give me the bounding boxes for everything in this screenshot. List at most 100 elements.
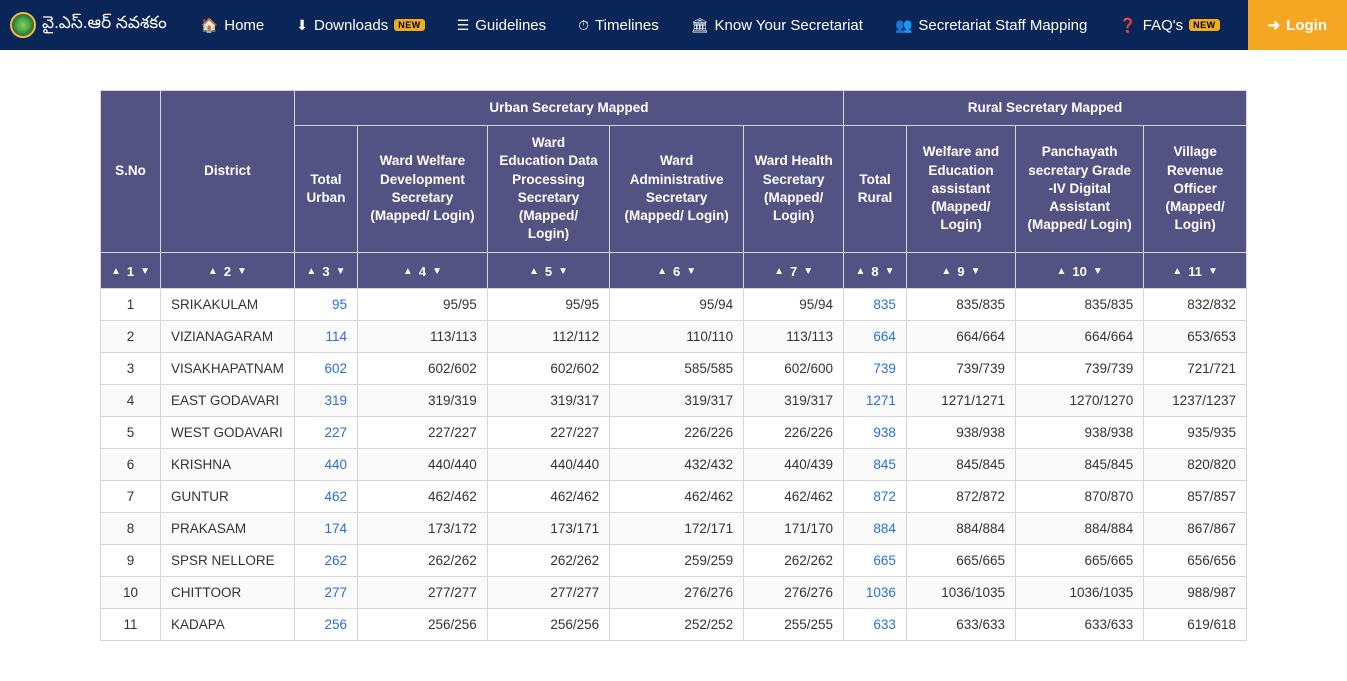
drill-link[interactable]: 884 <box>873 521 896 536</box>
table-row: 1SRIKAKULAM9595/9595/9595/9495/94835835/… <box>101 289 1247 321</box>
drill-link[interactable]: 174 <box>325 521 348 536</box>
table-cell[interactable]: 262 <box>294 545 357 577</box>
drill-link[interactable]: 872 <box>873 489 896 504</box>
table-row: 8PRAKASAM174173/172173/171172/171171/170… <box>101 513 1247 545</box>
sort-asc-icon[interactable]: ▲ <box>941 265 951 279</box>
sort-asc-icon[interactable]: ▲ <box>403 265 413 279</box>
table-cell[interactable]: 277 <box>294 577 357 609</box>
table-cell: 857/857 <box>1144 481 1247 513</box>
sort-desc-icon[interactable]: ▼ <box>686 265 696 279</box>
sort-col-3: ▲3▼ <box>294 252 357 289</box>
sort-desc-icon[interactable]: ▼ <box>1208 265 1218 279</box>
sort-desc-icon[interactable]: ▼ <box>336 265 346 279</box>
sort-desc-icon[interactable]: ▼ <box>558 265 568 279</box>
drill-link[interactable]: 462 <box>325 489 348 504</box>
sort-desc-icon[interactable]: ▼ <box>432 265 442 279</box>
nav-label: Home <box>224 17 264 34</box>
table-cell: 602/602 <box>358 353 488 385</box>
table-cell: 173/171 <box>487 513 609 545</box>
drill-link[interactable]: 938 <box>873 425 896 440</box>
table-cell[interactable]: 256 <box>294 609 357 641</box>
nav-item-home[interactable]: 🏠Home <box>185 0 280 50</box>
sort-desc-icon[interactable]: ▼ <box>885 265 895 279</box>
table-cell[interactable]: 633 <box>844 609 907 641</box>
drill-link[interactable]: 1036 <box>866 585 896 600</box>
login-button[interactable]: ➜ Login <box>1248 0 1347 50</box>
drill-link[interactable]: 95 <box>332 297 347 312</box>
drill-link[interactable]: 319 <box>325 393 348 408</box>
table-cell[interactable]: 664 <box>844 321 907 353</box>
table-cell[interactable]: 440 <box>294 449 357 481</box>
table-cell[interactable]: 1036 <box>844 577 907 609</box>
sort-desc-icon[interactable]: ▼ <box>1093 265 1103 279</box>
table-cell: 256/256 <box>487 609 609 641</box>
table-cell: 277/277 <box>358 577 488 609</box>
table-cell: 112/112 <box>487 321 609 353</box>
nav-item-guidelines[interactable]: ☰Guidelines <box>441 0 562 50</box>
sort-desc-icon[interactable]: ▼ <box>971 265 981 279</box>
table-cell[interactable]: 319 <box>294 385 357 417</box>
drill-link[interactable]: 277 <box>325 585 348 600</box>
nav-item-timelines[interactable]: ⏱Timelines <box>562 0 675 50</box>
timelines-icon: ⏱ <box>578 17 589 34</box>
drill-link[interactable]: 633 <box>873 617 896 632</box>
sort-asc-icon[interactable]: ▲ <box>306 265 316 279</box>
sort-asc-icon[interactable]: ▲ <box>657 265 667 279</box>
table-cell[interactable]: 884 <box>844 513 907 545</box>
table-cell[interactable]: 174 <box>294 513 357 545</box>
table-row: 7GUNTUR462462/462462/462462/462462/46287… <box>101 481 1247 513</box>
table-cell: 867/867 <box>1144 513 1247 545</box>
table-cell[interactable]: 938 <box>844 417 907 449</box>
table-cell[interactable]: 872 <box>844 481 907 513</box>
drill-link[interactable]: 440 <box>325 457 348 472</box>
sort-asc-icon[interactable]: ▲ <box>111 265 121 279</box>
drill-link[interactable]: 845 <box>873 457 896 472</box>
drill-link[interactable]: 114 <box>326 329 348 344</box>
drill-link[interactable]: 665 <box>873 553 896 568</box>
nav-item-secretariat-staff-mapping[interactable]: 👥Secretariat Staff Mapping <box>879 0 1103 50</box>
drill-link[interactable]: 664 <box>873 329 896 344</box>
table-cell[interactable]: 227 <box>294 417 357 449</box>
table-cell: 227/227 <box>487 417 609 449</box>
table-cell: 256/256 <box>358 609 488 641</box>
table-cell[interactable]: 1271 <box>844 385 907 417</box>
table-cell[interactable]: 95 <box>294 289 357 321</box>
table-cell: 1237/1237 <box>1144 385 1247 417</box>
table-cell: 252/252 <box>610 609 744 641</box>
sort-asc-icon[interactable]: ▲ <box>208 265 218 279</box>
sort-index: 1 <box>127 263 134 281</box>
nav-item-know-your-secretariat[interactable]: 🏛Know Your Secretariat <box>675 0 879 50</box>
table-cell: 845/845 <box>1016 449 1144 481</box>
table-cell[interactable]: 739 <box>844 353 907 385</box>
drill-link[interactable]: 256 <box>325 617 348 632</box>
nav-item-downloads[interactable]: ⬇DownloadsNEW <box>280 0 440 50</box>
drill-link[interactable]: 262 <box>325 553 348 568</box>
brand[interactable]: వై.ఎస్.ఆర్ నవశకం <box>10 12 167 38</box>
sort-desc-icon[interactable]: ▼ <box>803 265 813 279</box>
table-cell[interactable]: 665 <box>844 545 907 577</box>
drill-link[interactable]: 835 <box>873 297 896 312</box>
table-cell: GUNTUR <box>161 481 295 513</box>
nav-item-faq-s[interactable]: ❓FAQ'sNEW <box>1103 0 1235 50</box>
table-cell: 739/739 <box>1016 353 1144 385</box>
drill-link[interactable]: 1271 <box>866 393 896 408</box>
drill-link[interactable]: 739 <box>873 361 896 376</box>
sort-desc-icon[interactable]: ▼ <box>237 265 247 279</box>
th-ward-health: Ward Health Secretary (Mapped/ Login) <box>744 126 844 252</box>
sort-index: 7 <box>790 263 797 281</box>
table-cell[interactable]: 602 <box>294 353 357 385</box>
table-cell[interactable]: 114 <box>294 321 357 353</box>
sort-asc-icon[interactable]: ▲ <box>529 265 539 279</box>
drill-link[interactable]: 227 <box>325 425 348 440</box>
table-cell[interactable]: 462 <box>294 481 357 513</box>
sort-asc-icon[interactable]: ▲ <box>774 265 784 279</box>
sort-desc-icon[interactable]: ▼ <box>140 265 150 279</box>
table-cell[interactable]: 845 <box>844 449 907 481</box>
sort-asc-icon[interactable]: ▲ <box>1172 265 1182 279</box>
table-cell[interactable]: 835 <box>844 289 907 321</box>
sort-asc-icon[interactable]: ▲ <box>1057 265 1067 279</box>
sort-asc-icon[interactable]: ▲ <box>855 265 865 279</box>
drill-link[interactable]: 602 <box>325 361 348 376</box>
table-cell: 319/317 <box>610 385 744 417</box>
table-cell: 633/633 <box>1016 609 1144 641</box>
